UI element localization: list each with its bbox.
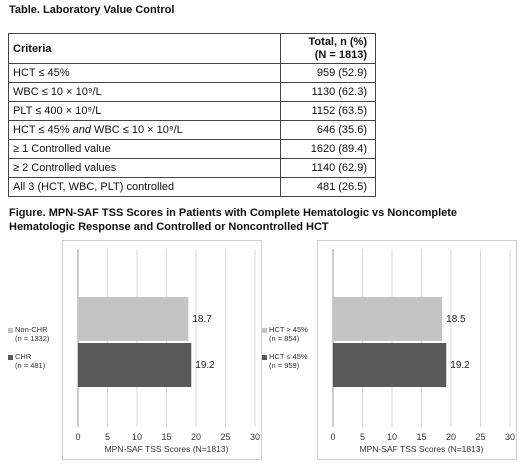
table-row: PLT ≤ 400 × 10⁹/L 1152 (63.5) <box>8 101 376 121</box>
legend-swatch <box>8 327 13 333</box>
legend-item: HCT ≤ 45% (n = 959) <box>262 352 316 370</box>
lab-value-table: Criteria Total, n (%) (N = 1813) HCT ≤ 4… <box>8 33 376 197</box>
x-tick-label: 0 <box>330 432 335 442</box>
total-header: Total, n (%) (N = 1813) <box>280 33 376 64</box>
legend-item: HCT > 45% (n = 854) <box>262 325 316 343</box>
criteria-cell: WBC ≤ 10 × 10⁹/L <box>8 82 281 102</box>
criteria-cell: HCT ≤ 45% and WBC ≤ 10 × 10⁹/L <box>8 120 281 140</box>
criteria-cell: ≥ 2 Controlled values <box>8 158 281 178</box>
table-row: All 3 (HCT, WBC, PLT) controlled 481 (26… <box>8 177 376 197</box>
value-cell: 1130 (62.3) <box>280 82 376 102</box>
data-label: 19.2 <box>450 360 470 371</box>
value-cell: 1152 (63.5) <box>280 101 376 121</box>
value-cell: 959 (52.9) <box>280 63 376 83</box>
chart-chr-panel: 0 5 10 15 20 25 30 18.7 19.2 MPN-SAF TSS Scores (… <box>62 240 262 460</box>
legend-count: (n = 959) <box>269 361 300 370</box>
legend-label: HCT ≤ 45% <box>269 352 308 361</box>
value-cell: 646 (35.6) <box>280 120 376 140</box>
figure-title: Figure. MPN-SAF TSS Scores in Patients w… <box>9 207 458 233</box>
table-row: ≥ 2 Controlled values 1140 (62.9) <box>8 158 376 178</box>
legend-count: (n = 481) <box>15 361 46 370</box>
table-row: ≥ 1 Controlled value 1620 (89.4) <box>8 139 376 159</box>
value-cell: 1140 (62.9) <box>280 158 376 178</box>
bar <box>78 343 192 387</box>
criteria-emphasis: and <box>72 124 91 136</box>
legend-count: (n = 1332) <box>15 334 50 343</box>
x-tick-label: 0 <box>75 432 80 442</box>
data-label: 18.5 <box>446 314 466 325</box>
chart-chr: 0 5 10 15 20 25 30 18.7 19.2 MPN-SAF TSS Scores (… <box>75 249 260 454</box>
total-header-line1: Total, n (%) <box>308 35 367 48</box>
legend-label: CHR <box>15 352 32 361</box>
value-cell: 481 (26.5) <box>280 177 376 197</box>
x-tick-label: 25 <box>475 432 485 442</box>
legend-swatch <box>8 354 13 360</box>
legend-swatch <box>262 354 267 360</box>
x-tick-label: 20 <box>446 432 456 442</box>
bar <box>333 297 443 341</box>
criteria-part: WBC ≤ 10 × 10⁹/L <box>91 124 183 136</box>
criteria-part: HCT ≤ 45% <box>13 124 73 136</box>
legend-label: Non-CHR <box>15 325 48 334</box>
chart-hct: 0 5 10 15 20 25 30 18.5 19.2 MPN-SAF TSS Scores (… <box>330 249 515 454</box>
criteria-cell: All 3 (HCT, WBC, PLT) controlled <box>8 177 281 197</box>
total-header-line2: (N = 1813) <box>314 48 367 61</box>
data-label: 18.7 <box>192 314 212 325</box>
x-tick-label: 10 <box>387 432 397 442</box>
criteria-cell: PLT ≤ 400 × 10⁹/L <box>8 101 281 121</box>
bar <box>333 343 447 387</box>
table-header-row: Criteria Total, n (%) (N = 1813) <box>8 33 376 64</box>
table-row: HCT ≤ 45% and WBC ≤ 10 × 10⁹/L 646 (35.6… <box>8 120 376 140</box>
value-cell: 1620 (89.4) <box>280 139 376 159</box>
legend-item: Non-CHR (n = 1332) <box>8 325 62 343</box>
x-axis-title: MPN-SAF TSS Scores (N=1813) <box>105 444 229 454</box>
x-axis-title: MPN-SAF TSS Scores (N=1813) <box>360 444 484 454</box>
data-label: 19.2 <box>195 360 215 371</box>
legend-item: CHR (n = 481) <box>8 352 62 370</box>
table-row: HCT ≤ 45% 959 (52.9) <box>8 63 376 83</box>
x-tick-label: 15 <box>161 432 171 442</box>
bar <box>78 297 189 341</box>
table-title: Table. Laboratory Value Control <box>9 4 175 16</box>
table-row: WBC ≤ 10 × 10⁹/L 1130 (62.3) <box>8 82 376 102</box>
criteria-cell: HCT ≤ 45% <box>8 63 281 83</box>
legend-label: HCT > 45% <box>269 325 308 334</box>
x-tick-label: 20 <box>191 432 201 442</box>
x-tick-label: 5 <box>105 432 110 442</box>
legend-swatch <box>262 327 267 333</box>
x-tick-label: 30 <box>250 432 260 442</box>
criteria-header: Criteria <box>8 33 281 64</box>
x-tick-label: 30 <box>505 432 515 442</box>
criteria-cell: ≥ 1 Controlled value <box>8 139 281 159</box>
x-tick-label: 10 <box>132 432 142 442</box>
x-tick-label: 25 <box>220 432 230 442</box>
chart-hct-panel: 0 5 10 15 20 25 30 18.5 19.2 MPN-SAF TSS Scores (… <box>317 240 517 460</box>
x-tick-label: 5 <box>360 432 365 442</box>
x-tick-label: 15 <box>416 432 426 442</box>
legend-count: (n = 854) <box>269 334 300 343</box>
